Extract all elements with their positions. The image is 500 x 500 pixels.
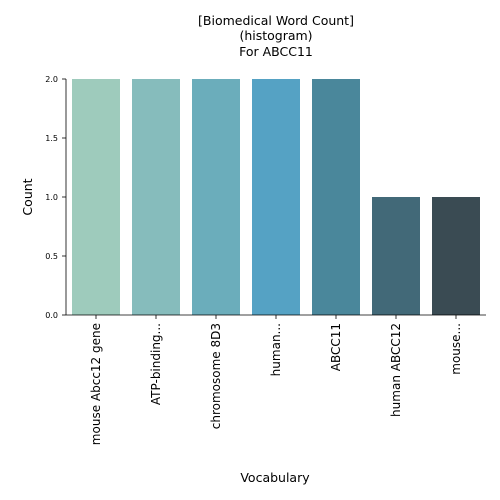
y-tick-label-4: 1.5 — [45, 134, 58, 143]
bar-4 — [252, 79, 300, 315]
y-axis: 0.0 0.5 1.0 1.5 2.0 — [45, 75, 67, 320]
x-tick-label-5: ABCC11 — [329, 323, 343, 371]
y-tick-label-2: 0.5 — [45, 252, 58, 261]
x-tick-label-1: mouse Abcc12 gene — [89, 323, 103, 445]
y-tick-label-1: 0.0 — [45, 311, 58, 320]
x-tick-label-6: human ABCC12 — [389, 323, 403, 417]
y-tick-label-5: 2.0 — [45, 75, 58, 84]
bars — [72, 79, 480, 315]
chart-title-line-2: (histogram) — [239, 28, 312, 43]
x-tick-label-4: human... — [269, 323, 283, 376]
bar-1 — [72, 79, 120, 315]
x-tick-label-3: chromosome 8D3 — [209, 323, 223, 429]
x-axis: mouse Abcc12 gene ATP-binding... chromosom… — [66, 314, 486, 445]
chart-title-line-1: [Biomedical Word Count] — [198, 13, 354, 28]
bar-2 — [132, 79, 180, 315]
bar-7 — [432, 197, 480, 315]
y-tick-label-3: 1.0 — [45, 193, 58, 202]
bar-5 — [312, 79, 360, 315]
y-axis-label: Count — [20, 178, 35, 215]
x-tick-label-2: ATP-binding... — [149, 323, 163, 405]
bar-6 — [372, 197, 420, 315]
x-tick-label-7: mouse... — [449, 323, 463, 375]
x-axis-label: Vocabulary — [240, 470, 310, 485]
bar-3 — [192, 79, 240, 315]
chart-title: [Biomedical Word Count] (histogram) For … — [198, 13, 354, 59]
chart-title-line-3: For ABCC11 — [239, 44, 313, 59]
